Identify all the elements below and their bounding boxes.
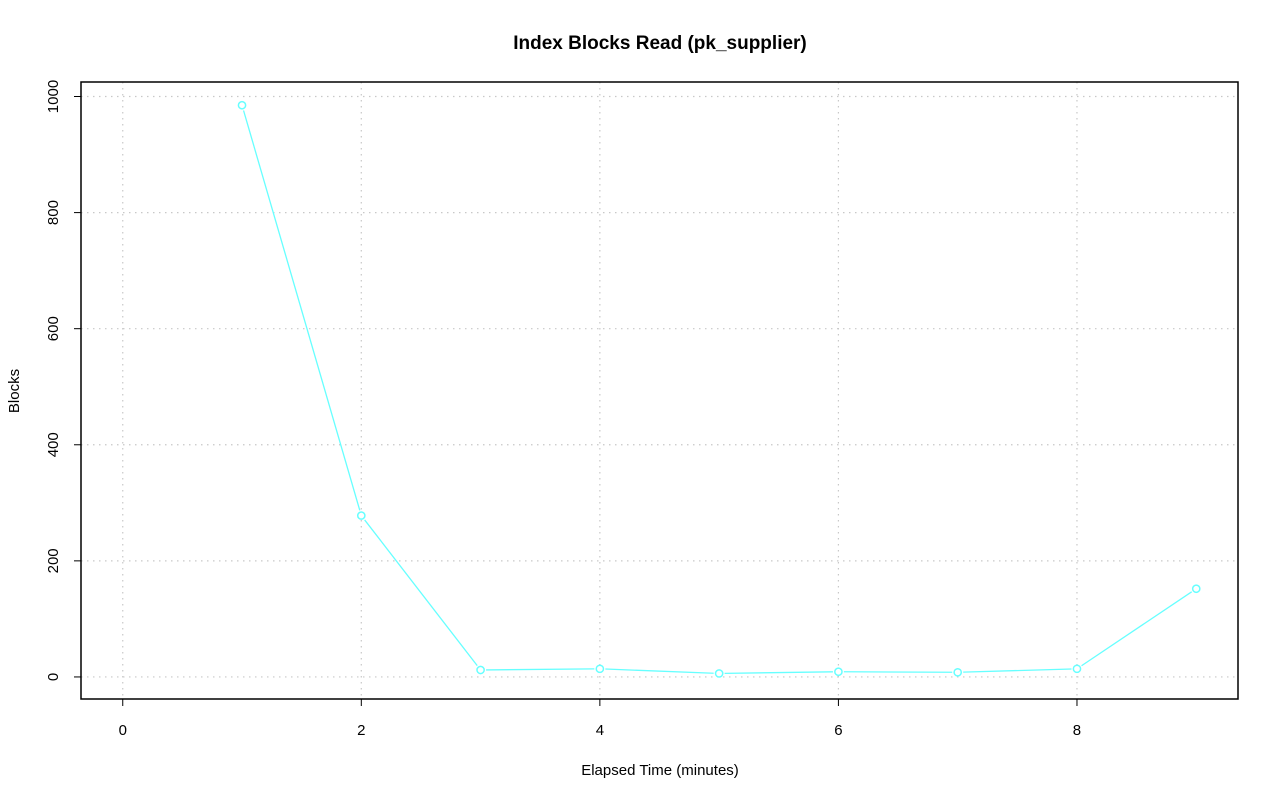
y-axis-label: Blocks (6, 369, 23, 413)
y-axis: 0 200 400 600 800 1000 (45, 80, 81, 681)
x-tick-label: 6 (834, 722, 842, 739)
x-axis: 0 2 4 6 8 (119, 699, 1081, 739)
data-point (595, 664, 605, 674)
x-tick-label: 0 (119, 722, 127, 739)
series-line-segment (963, 668, 1072, 673)
data-point (476, 665, 485, 675)
data-point (1072, 664, 1082, 674)
x-axis-label: Elapsed Time (minutes) (581, 762, 739, 779)
y-tick-label: 800 (45, 200, 62, 225)
y-tick-label: 600 (45, 316, 62, 341)
grid (81, 82, 1238, 699)
data-point (237, 100, 247, 110)
data-point (1191, 584, 1201, 594)
series-line-segment (605, 668, 714, 674)
data-point (714, 669, 724, 678)
data-point (356, 511, 366, 520)
plot-frame (80, 81, 1239, 700)
data-point (953, 667, 963, 677)
series-line-segment (242, 110, 361, 511)
series-line-segment (486, 668, 595, 671)
y-tick-label: 1000 (45, 80, 62, 113)
chart-title: Index Blocks Read (pk_supplier) (513, 33, 807, 54)
series-line-segment (843, 671, 953, 673)
series-layer (237, 100, 1201, 678)
x-tick-label: 4 (596, 722, 604, 739)
x-tick-label: 2 (357, 722, 365, 739)
series-line-segment (364, 519, 478, 667)
data-point (834, 667, 843, 677)
y-tick-label: 200 (45, 548, 62, 573)
y-tick-label: 400 (45, 432, 62, 457)
x-tick-label: 8 (1073, 722, 1081, 739)
y-tick-label: 0 (45, 673, 62, 681)
series-line-segment (1081, 591, 1193, 667)
series-line-segment (724, 671, 833, 675)
